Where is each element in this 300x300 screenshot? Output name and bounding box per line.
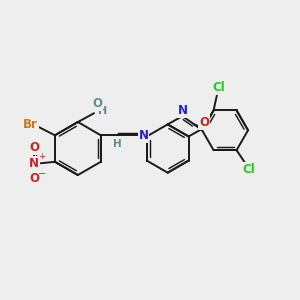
- Text: H: H: [98, 106, 107, 116]
- Text: −: −: [38, 169, 46, 179]
- Text: O: O: [29, 172, 39, 185]
- Text: Br: Br: [23, 118, 38, 130]
- Text: Cl: Cl: [243, 163, 255, 176]
- Text: N: N: [178, 104, 188, 117]
- Text: H: H: [113, 139, 122, 148]
- Text: +: +: [38, 152, 45, 161]
- Text: N: N: [29, 157, 39, 170]
- Text: O: O: [92, 97, 102, 110]
- Text: Cl: Cl: [212, 81, 225, 94]
- Text: O: O: [29, 141, 39, 154]
- Text: O: O: [199, 116, 209, 129]
- Text: N: N: [139, 129, 148, 142]
